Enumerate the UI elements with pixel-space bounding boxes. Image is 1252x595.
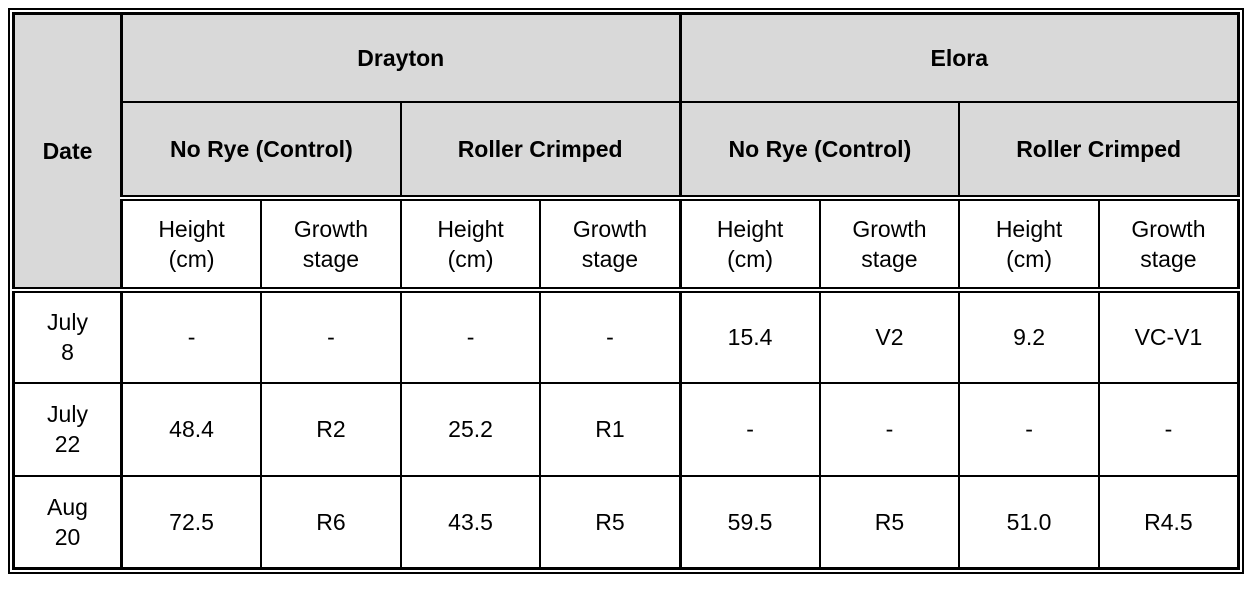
treatment-header-row: No Rye (Control) Roller Crimped No Rye (… [14, 100, 1240, 201]
data-cell: R2 [260, 381, 402, 477]
date-line2: 20 [54, 523, 81, 550]
data-cell: 43.5 [399, 474, 542, 570]
column-header-line2: stage [581, 245, 639, 272]
column-header-line1: Growth [293, 215, 368, 242]
data-cell: R6 [260, 474, 402, 570]
column-header-line1: Height [995, 215, 1063, 242]
column-header-growth-stage: Growth stage [260, 196, 402, 293]
data-cell: VC-V1 [1097, 288, 1240, 384]
table-row: July 22 48.4 R2 25.2 R1 - - - - [12, 381, 1240, 477]
column-header-line1: Height [716, 215, 784, 242]
site-header-elora: Elora [679, 12, 1240, 103]
column-header-height: Height (cm) [679, 196, 821, 293]
data-cell: 72.5 [120, 474, 263, 570]
column-header-growth-stage: Growth stage [1097, 196, 1240, 293]
data-cell: V2 [818, 288, 961, 384]
column-header-line2: stage [1140, 245, 1197, 272]
column-header-line2: stage [302, 245, 360, 272]
column-header-height: Height (cm) [399, 196, 542, 293]
rye-growth-table: Date Drayton Elora No Rye (Control) Roll… [12, 12, 1240, 570]
column-header-line2: (cm) [727, 245, 774, 272]
data-cell: 9.2 [958, 288, 1100, 384]
date-column-header: Date [12, 12, 123, 293]
column-header-height: Height (cm) [958, 196, 1100, 293]
data-cell: R4.5 [1097, 474, 1240, 570]
row-date-cell: Aug 20 [12, 474, 123, 570]
data-cell: - [539, 288, 682, 384]
date-line2: 8 [61, 339, 74, 365]
data-cell: 48.4 [120, 381, 263, 477]
data-cell: 59.5 [679, 474, 821, 570]
data-cell: - [1097, 381, 1240, 477]
data-cell: R1 [539, 381, 682, 477]
column-header-line1: Height [437, 215, 504, 242]
measure-header-row: Height (cm) Growth stage Height (cm) Gro… [14, 196, 1240, 293]
data-cell: R5 [539, 474, 682, 570]
column-header-line2: (cm) [168, 245, 215, 272]
date-line1: July [47, 401, 88, 427]
treatment-header-elora-control: No Rye (Control) [678, 100, 961, 201]
treatment-header-drayton-control: No Rye (Control) [120, 100, 402, 201]
date-line1: July [47, 309, 88, 335]
table-row: July 8 - - - - 15.4 V2 9.2 VC-V1 [12, 288, 1240, 384]
site-header-row: Date Drayton Elora [12, 12, 1240, 293]
data-cell: 51.0 [958, 474, 1100, 570]
column-header-line2: stage [861, 245, 918, 272]
date-line2: 22 [54, 431, 81, 457]
data-cell: 25.2 [399, 381, 542, 477]
data-cell: R5 [818, 474, 961, 570]
treatment-header-elora-crimped: Roller Crimped [958, 100, 1240, 201]
site-header-drayton: Drayton [120, 12, 682, 103]
column-header-line1: Growth [1131, 215, 1206, 242]
data-cell: 15.4 [679, 288, 821, 384]
data-cell: - [818, 381, 961, 477]
column-header-line1: Growth [572, 215, 647, 242]
treatment-header-drayton-crimped: Roller Crimped [399, 100, 682, 201]
data-cell: - [958, 381, 1100, 477]
column-header-line2: (cm) [1006, 245, 1053, 272]
column-header-line1: Height [158, 215, 225, 242]
row-date-cell: July 22 [12, 381, 123, 477]
column-header-line1: Growth [852, 215, 927, 242]
table-row: Aug 20 72.5 R6 43.5 R5 59.5 R5 51.0 R4.5 [12, 474, 1240, 570]
data-cell: - [399, 288, 542, 384]
date-line1: Aug [47, 493, 88, 520]
column-header-growth-stage: Growth stage [818, 196, 961, 293]
data-cell: - [120, 288, 263, 384]
column-header-line2: (cm) [447, 245, 494, 272]
table-frame: Date Drayton Elora No Rye (Control) Roll… [8, 8, 1244, 574]
column-header-height: Height (cm) [120, 196, 263, 293]
row-date-cell: July 8 [12, 288, 123, 384]
column-header-growth-stage: Growth stage [539, 196, 682, 293]
data-cell: - [260, 288, 402, 384]
data-cell: - [679, 381, 821, 477]
